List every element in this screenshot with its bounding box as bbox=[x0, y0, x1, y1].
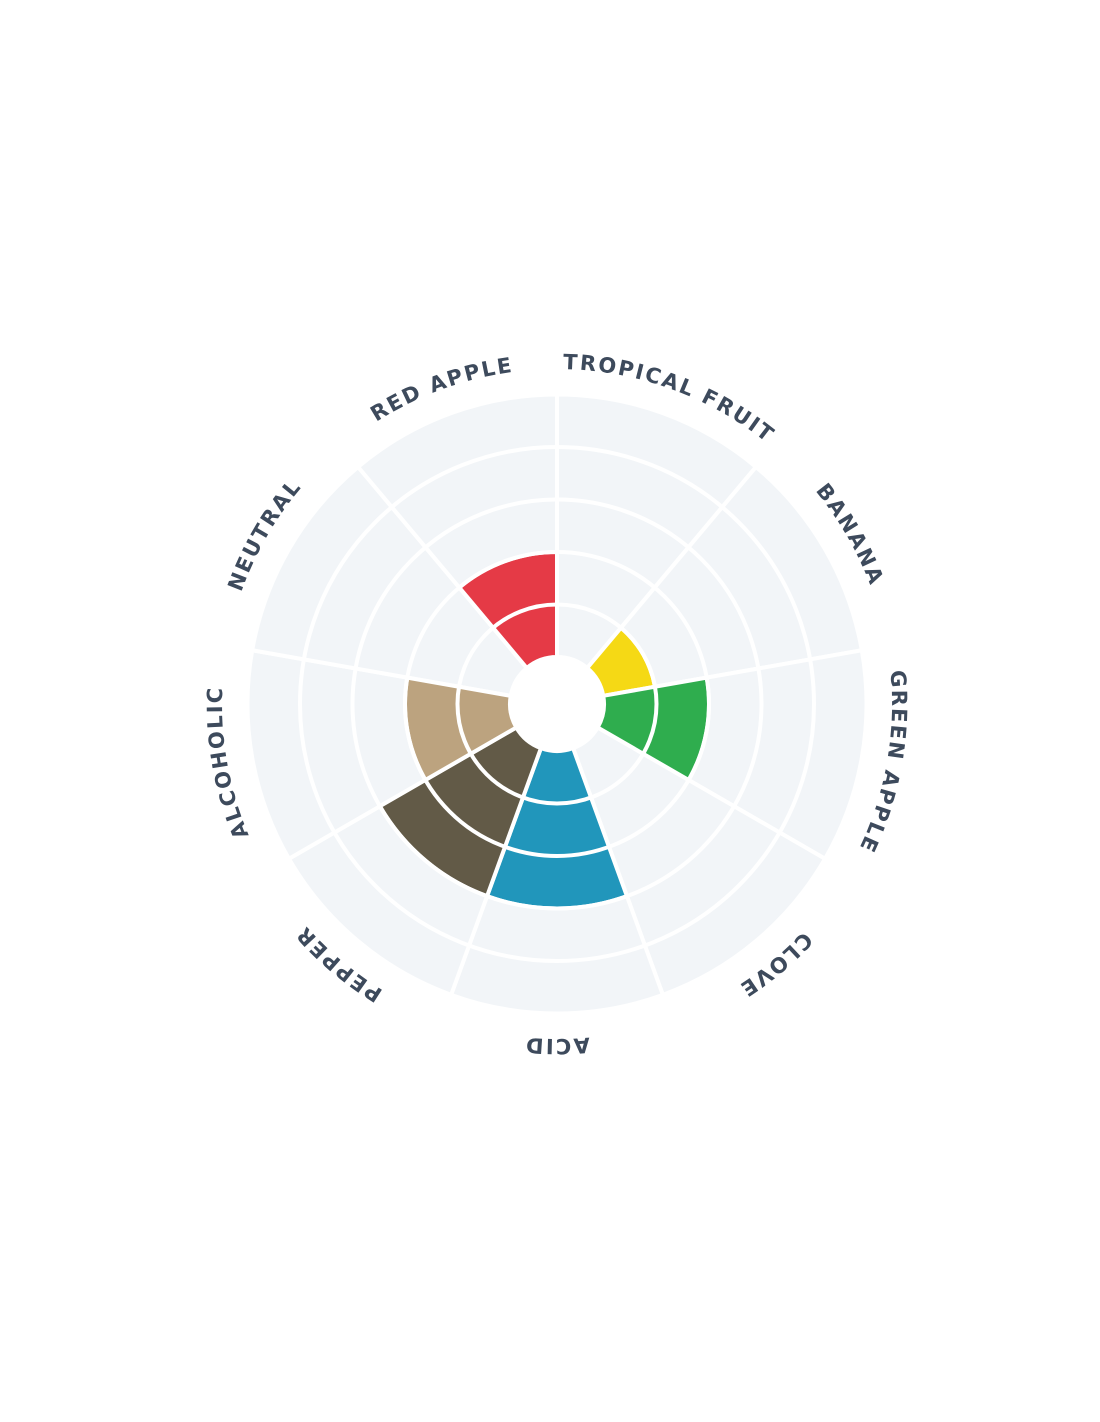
grid-ring bbox=[403, 550, 711, 858]
label-acid: ACID bbox=[523, 1033, 590, 1059]
grid-ring bbox=[350, 497, 764, 911]
center-hole bbox=[510, 657, 604, 751]
grid-ring bbox=[455, 602, 659, 806]
grid-ring bbox=[298, 445, 816, 963]
